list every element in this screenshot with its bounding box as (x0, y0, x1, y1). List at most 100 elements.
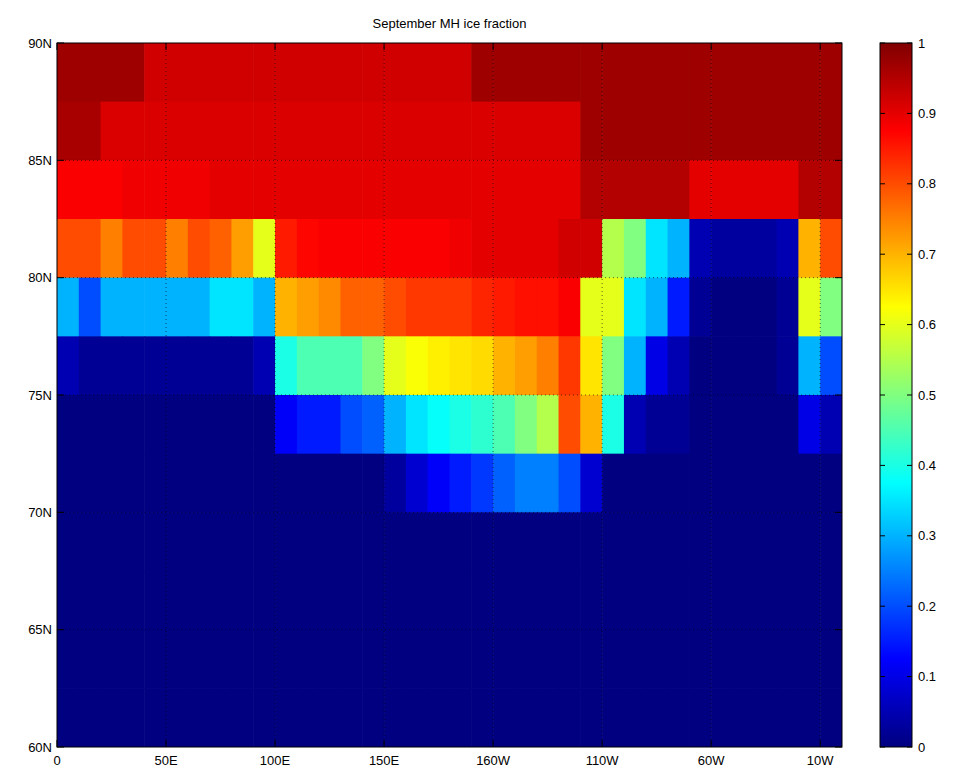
cell (515, 43, 537, 102)
cell (319, 454, 341, 513)
cell (689, 688, 711, 747)
cell (493, 160, 515, 219)
cell (406, 219, 428, 278)
y-tick-label: 65N (28, 622, 52, 637)
cell (668, 512, 690, 571)
cell (624, 219, 646, 278)
cell (340, 278, 362, 337)
cell (537, 571, 559, 630)
cell (101, 688, 123, 747)
cell (253, 688, 275, 747)
cell (646, 336, 668, 395)
cell (406, 102, 428, 161)
cell (493, 336, 515, 395)
tick (835, 43, 842, 44)
cell (559, 395, 581, 454)
cell (275, 630, 297, 689)
colorbar-tick (907, 395, 912, 396)
cell (79, 278, 101, 337)
cell (210, 43, 232, 102)
cell (362, 512, 384, 571)
cell (428, 160, 450, 219)
cell (515, 160, 537, 219)
cell (319, 571, 341, 630)
cell (820, 630, 842, 689)
cell (253, 102, 275, 161)
colorbar-tick (880, 254, 885, 255)
grid-line (57, 395, 842, 396)
cell (122, 219, 144, 278)
cell (275, 512, 297, 571)
cell (689, 160, 711, 219)
cell (144, 395, 166, 454)
cell (188, 219, 210, 278)
tick (57, 395, 64, 396)
cell (231, 454, 253, 513)
cell (493, 43, 515, 102)
cell (471, 571, 493, 630)
cell (253, 571, 275, 630)
cell (210, 454, 232, 513)
tick (602, 43, 603, 50)
cell (57, 630, 79, 689)
tick (57, 629, 64, 630)
cell (777, 278, 799, 337)
cell (580, 454, 602, 513)
cell (602, 219, 624, 278)
colorbar-tick (880, 324, 885, 325)
cell (79, 454, 101, 513)
cell (340, 571, 362, 630)
cell (624, 688, 646, 747)
cell (537, 688, 559, 747)
tick (57, 160, 64, 161)
cell (362, 43, 384, 102)
cell (668, 571, 690, 630)
cell (188, 630, 210, 689)
cell (493, 688, 515, 747)
cell (711, 395, 733, 454)
cell (798, 102, 820, 161)
cell (406, 43, 428, 102)
cell (689, 336, 711, 395)
cell (711, 571, 733, 630)
cell (231, 43, 253, 102)
cell (297, 43, 319, 102)
cell (362, 571, 384, 630)
x-tick-label: 160W (476, 753, 511, 768)
cell (537, 43, 559, 102)
cell (319, 102, 341, 161)
cell (755, 219, 777, 278)
cell (668, 395, 690, 454)
cell (384, 512, 406, 571)
colorbar-tick (907, 183, 912, 184)
cell (122, 336, 144, 395)
cell (471, 512, 493, 571)
cell (733, 630, 755, 689)
cell (210, 571, 232, 630)
colorbar-tick (907, 324, 912, 325)
cell (733, 571, 755, 630)
cell (646, 43, 668, 102)
tick (57, 43, 58, 50)
cell (253, 219, 275, 278)
cell (646, 454, 668, 513)
cell (101, 278, 123, 337)
cell (57, 43, 79, 102)
cell (340, 395, 362, 454)
cell (755, 278, 777, 337)
colorbar-tick-label: 0.5 (918, 388, 936, 403)
cell (450, 395, 472, 454)
cell (537, 395, 559, 454)
cell (362, 688, 384, 747)
colorbar-tick (907, 254, 912, 255)
cell (297, 160, 319, 219)
tick (57, 512, 64, 513)
cell (559, 571, 581, 630)
cell (428, 102, 450, 161)
cell (624, 102, 646, 161)
colorbar-tick (907, 43, 912, 44)
cell (493, 395, 515, 454)
cell (101, 336, 123, 395)
colorbar-tick (907, 535, 912, 536)
cell (580, 630, 602, 689)
